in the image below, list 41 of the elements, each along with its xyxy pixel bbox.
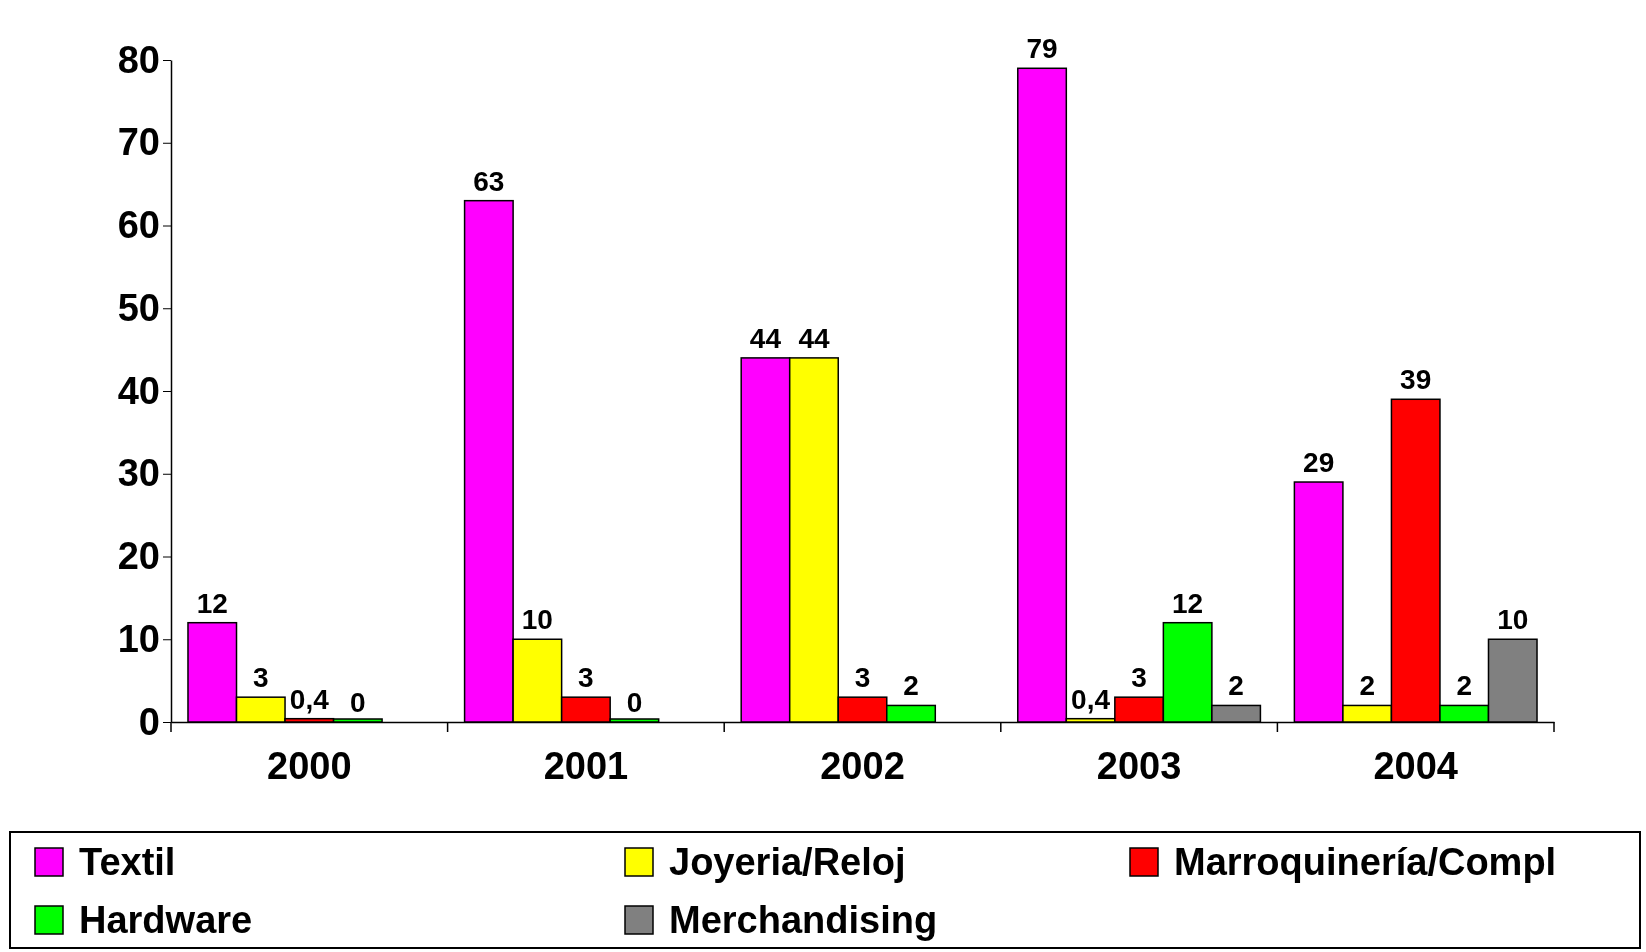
data-label: 29 xyxy=(1303,447,1335,479)
data-label: 44 xyxy=(749,322,782,354)
data-label: 10 xyxy=(521,604,553,636)
data-label: 3 xyxy=(252,662,269,694)
data-label: 2 xyxy=(1228,670,1244,702)
data-label: 63 xyxy=(473,165,505,197)
legend-label: Marroquinería/Compl xyxy=(1174,841,1557,883)
x-tick-label: 2001 xyxy=(543,744,629,787)
y-tick-label: 50 xyxy=(117,286,160,329)
data-label: 3 xyxy=(854,662,871,694)
x-tick-label: 2004 xyxy=(1373,744,1458,787)
data-label: 79 xyxy=(1026,33,1058,65)
y-tick-label: 40 xyxy=(117,369,160,412)
data-label: 3 xyxy=(578,662,594,694)
data-label: 2 xyxy=(1359,670,1375,702)
data-label: 12 xyxy=(196,587,228,619)
data-label: 0,4 xyxy=(1071,683,1111,715)
data-label: 3 xyxy=(1131,662,1147,694)
y-tick-label: 80 xyxy=(117,38,160,81)
data-label: 10 xyxy=(1497,604,1529,636)
legend-label: Joyeria/Reloj xyxy=(669,841,906,883)
x-tick-label: 2000 xyxy=(267,744,352,787)
data-label: 0 xyxy=(626,687,643,718)
y-tick-label: 30 xyxy=(117,452,160,495)
data-label: 2 xyxy=(1456,670,1473,702)
y-tick-label: 70 xyxy=(117,121,160,164)
data-label: 2 xyxy=(903,670,919,702)
y-tick-label: 10 xyxy=(117,617,160,660)
legend-label: Merchandising xyxy=(669,899,938,941)
data-label: 39 xyxy=(1400,364,1432,396)
data-label: 12 xyxy=(1172,587,1204,619)
x-tick-label: 2003 xyxy=(1096,744,1182,787)
data-label: 0,4 xyxy=(289,683,330,715)
data-label: 44 xyxy=(798,322,830,354)
data-label: 0 xyxy=(350,687,366,718)
x-tick-label: 2002 xyxy=(820,744,905,787)
y-tick-label: 60 xyxy=(117,204,160,247)
legend-label: Textil xyxy=(79,841,176,883)
y-tick-label: 0 xyxy=(138,700,160,743)
y-tick-label: 20 xyxy=(117,535,160,578)
legend-label: Hardware xyxy=(79,899,253,941)
